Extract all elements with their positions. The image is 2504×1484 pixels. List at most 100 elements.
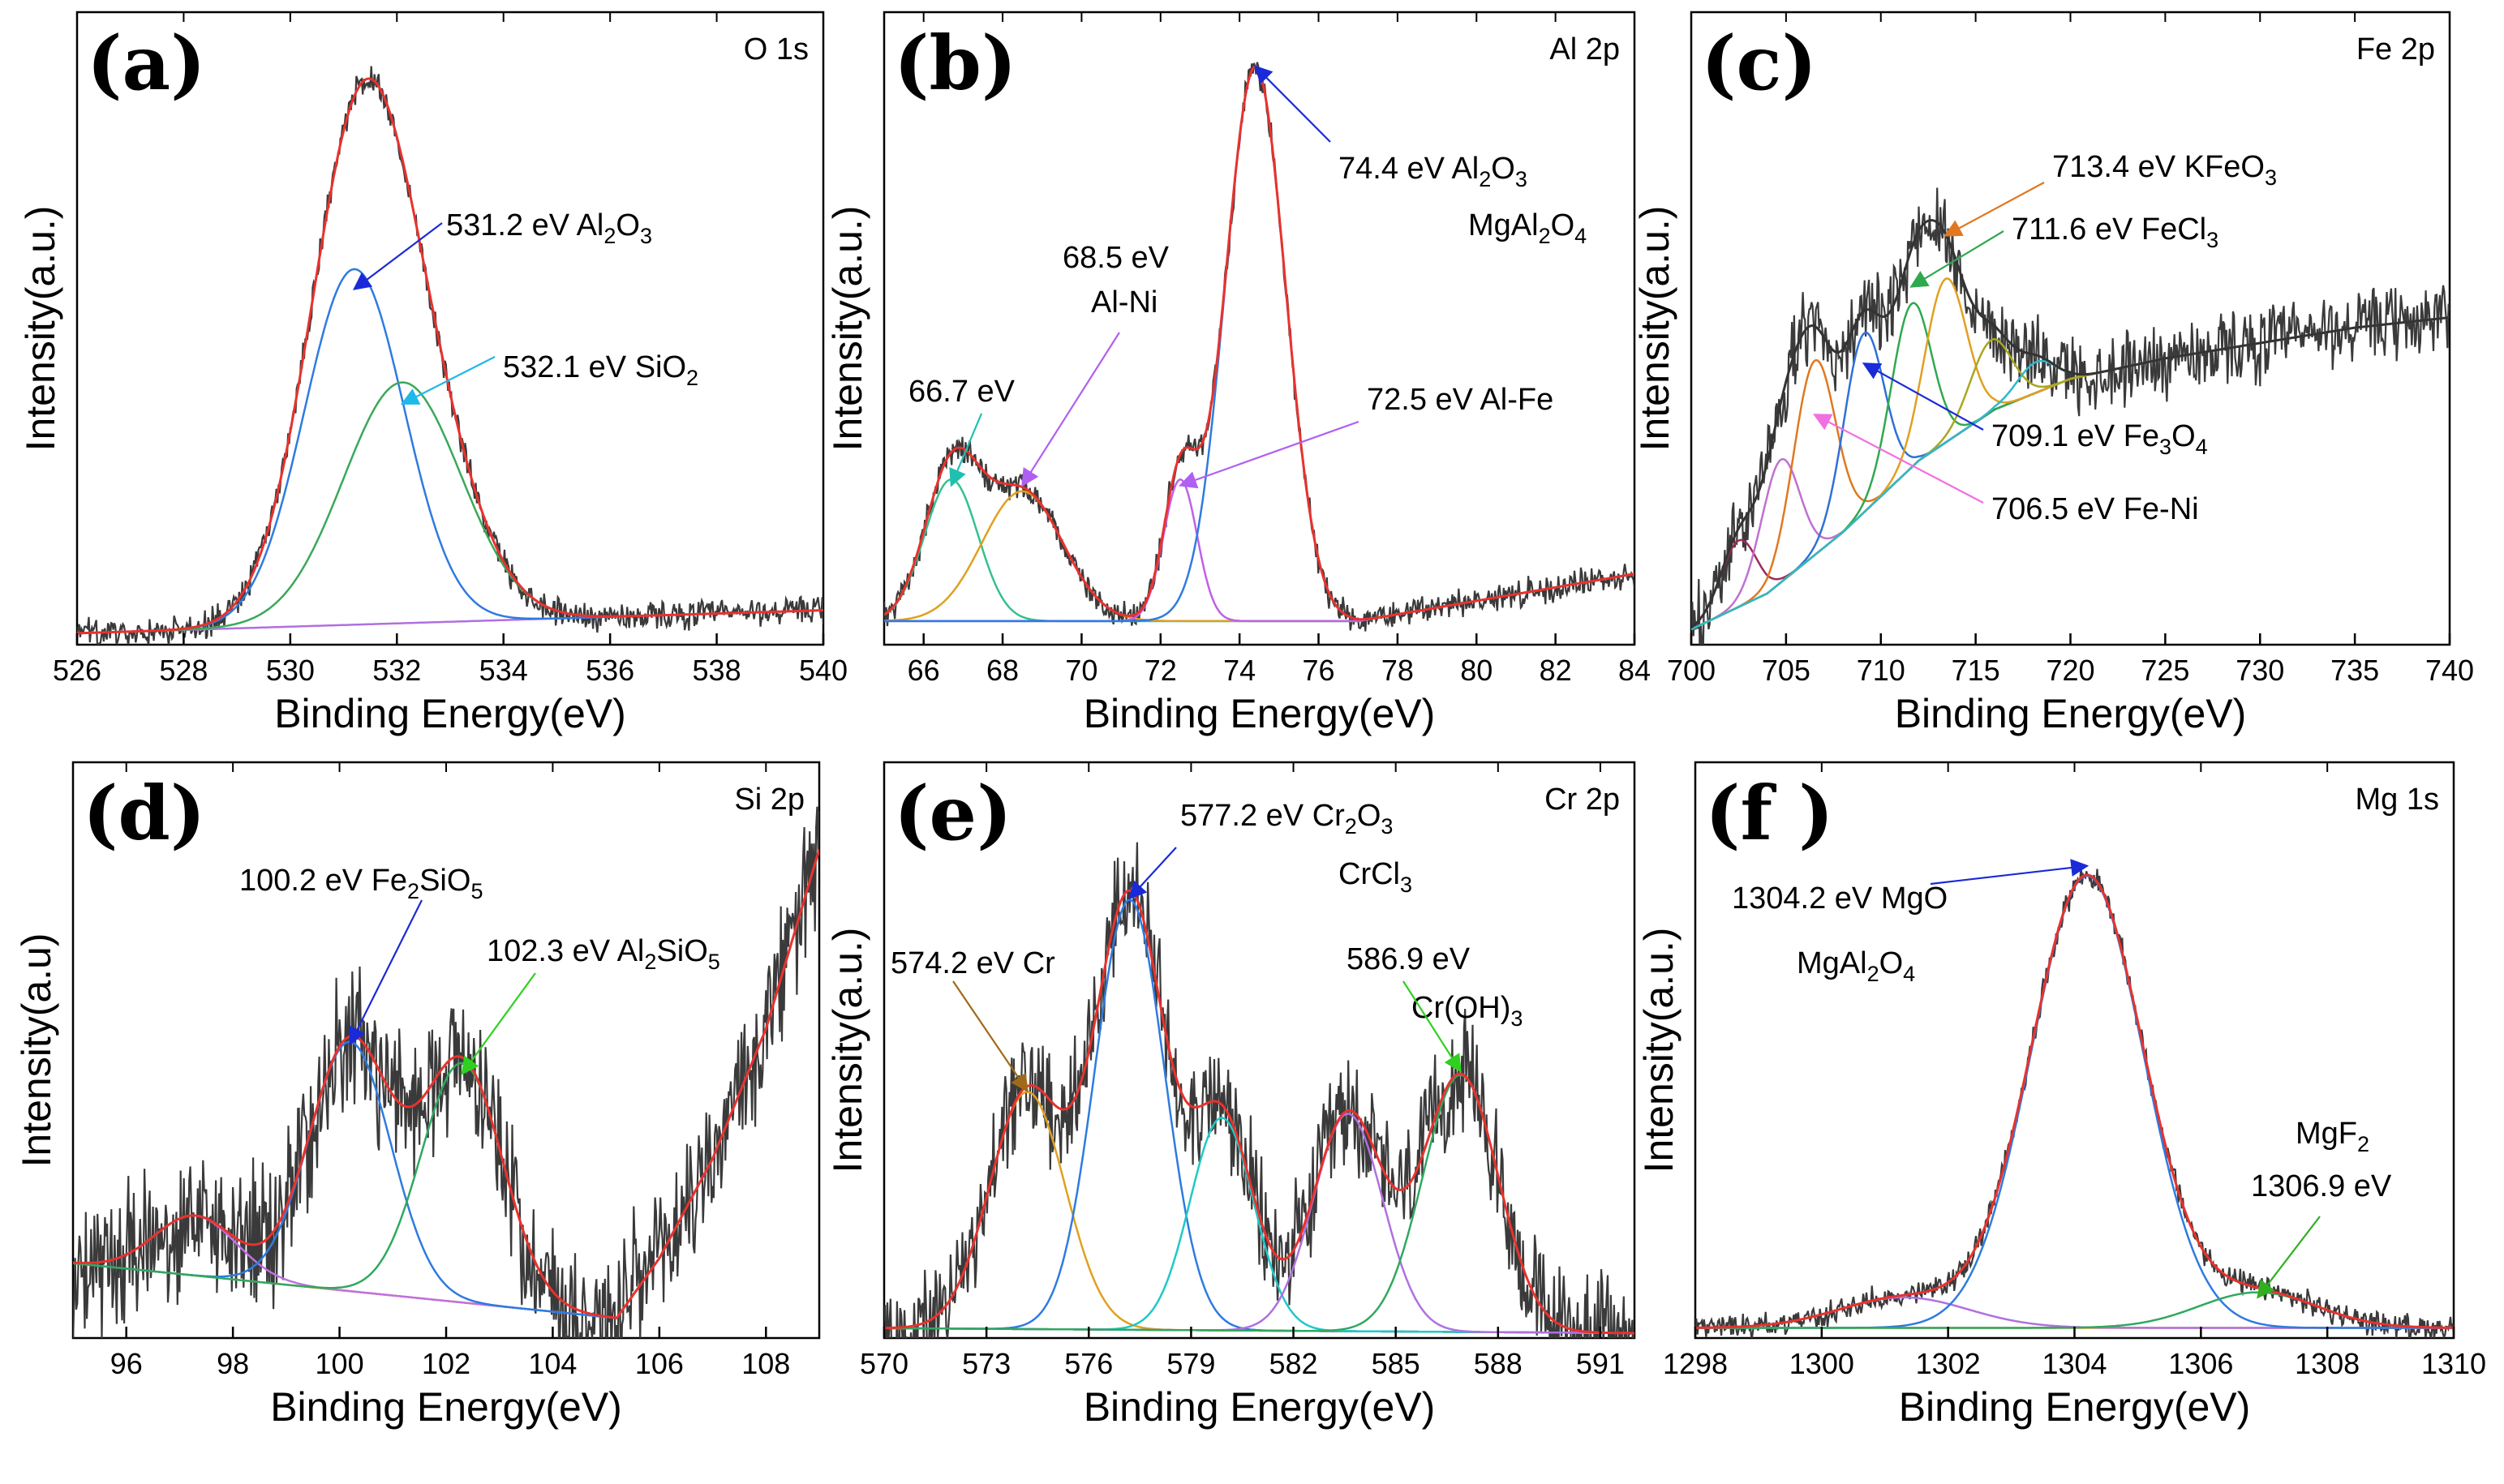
annotation-arrow [349, 899, 423, 1046]
annotation-label: 72.5 eV Al-Fe [1367, 383, 1553, 417]
core-level-label: Cr 2p [1544, 783, 1620, 817]
text-part: CrCl [1338, 857, 1400, 891]
text-part: O [2171, 419, 2196, 453]
x-tick-label: 104 [528, 1347, 577, 1380]
plot-area [884, 842, 1634, 1338]
x-tick-label: 570 [860, 1347, 908, 1380]
plot-area [73, 806, 819, 1338]
subscript: 2 [2357, 1132, 2369, 1156]
annotation-label: 1304.2 eV MgO [1732, 881, 1948, 916]
annotation-arrow [352, 222, 443, 290]
x-tick-label: 700 [1667, 654, 1716, 687]
annotation-label: 711.6 eV FeCl3 [2012, 212, 2218, 252]
x-tick-label: 1308 [2295, 1347, 2360, 1380]
background-line [884, 573, 1634, 623]
x-tick-label: 1302 [1916, 1347, 1981, 1380]
annotation-arrow [1930, 859, 2090, 886]
annotation-label: MgAl2O4 [1468, 208, 1587, 248]
text-part: 709.1 eV Fe [1991, 419, 2159, 453]
subscript: 2 [644, 950, 656, 974]
annotation-label: 713.4 eV KFeO3 [2052, 150, 2277, 190]
component-peak-line [1691, 316, 2450, 631]
envelope-fit-line [884, 889, 1634, 1335]
text-part: 713.4 eV KFeO [2052, 150, 2265, 184]
subscript: 3 [640, 224, 652, 248]
x-axis-label: Binding Energy(eV) [1895, 691, 2247, 736]
y-axis-label: Intensity(a.u) [14, 933, 59, 1167]
annotation-arrow [952, 980, 1029, 1093]
envelope-fit-line [884, 65, 1634, 621]
panel-letter: (b) [894, 19, 1016, 107]
panel-b: 66 68 70 72 74 76 78 80 82 84 Binding Energy(eV) In… [825, 11, 1651, 736]
x-tick-label: 70 [1065, 654, 1097, 687]
text-part: SiO [656, 934, 707, 968]
subscript: 2 [1345, 814, 1357, 839]
annotation-label: 102.3 eV Al2SiO5 [487, 934, 720, 974]
x-tick-label: 725 [2141, 654, 2189, 687]
x-tick-label: 710 [1857, 654, 1905, 687]
x-tick-label: 526 [53, 654, 101, 687]
y-axis-label: Intensity(a.u.) [1636, 928, 1682, 1173]
x-tick-label: 1304 [2042, 1347, 2107, 1380]
x-tick-label: 730 [2236, 654, 2284, 687]
annotation-label: Al-Ni [1091, 285, 1158, 320]
subscript: 3 [1400, 873, 1412, 897]
text-part: 531.2 eV Al [446, 208, 603, 242]
annotation-label: 100.2 eV Fe2SiO5 [239, 864, 483, 903]
annotation-label: CrCl3 [1338, 857, 1412, 897]
x-tick-label: 82 [1540, 654, 1572, 687]
x-tick-label: 1310 [2421, 1347, 2486, 1380]
annotation-arrow [1862, 362, 1984, 431]
component-peak-line [1691, 316, 2450, 631]
panel-letter: (c) [1701, 19, 1817, 107]
text-part: 100.2 eV Fe [239, 864, 407, 898]
x-tick-label: 68 [986, 654, 1019, 687]
raw-data-line [73, 806, 819, 1338]
panel-letter: (a) [87, 19, 206, 107]
annotation-arrow [1254, 65, 1331, 143]
component-peak-line [1691, 316, 2450, 628]
subscript: 4 [1574, 224, 1587, 248]
annotation-label: 574.2 eV Cr [891, 946, 1055, 980]
component-peak-line [884, 478, 1634, 623]
annotation-label: MgF2 [2296, 1117, 2369, 1156]
core-level-label: Fe 2p [2356, 32, 2435, 66]
subscript: 2 [1479, 167, 1491, 191]
x-tick-label: 576 [1064, 1347, 1113, 1380]
subscript: 4 [2196, 435, 2208, 459]
x-tick-label: 74 [1223, 654, 1256, 687]
subscript: 2 [686, 366, 698, 390]
raw-data-line [77, 66, 823, 645]
subscript: 4 [1903, 962, 1915, 986]
x-tick-label: 102 [422, 1347, 470, 1380]
text-part: MgF [2296, 1117, 2357, 1151]
subscript: 2 [1539, 224, 1551, 248]
panel-letter: (e) [894, 770, 1012, 857]
text-part: SiO [419, 864, 470, 898]
x-tick-label: 720 [2046, 654, 2094, 687]
envelope-fit-line [1695, 873, 2454, 1329]
x-tick-label: 98 [217, 1347, 249, 1380]
annotation-arrow [2257, 1216, 2321, 1299]
annotation-label: 74.4 eV Al2O3 [1338, 152, 1527, 191]
x-tick-label: 528 [159, 654, 208, 687]
text-part: 577.2 eV Cr [1180, 799, 1345, 833]
x-tick-label: 100 [316, 1347, 364, 1380]
y-axis-label: Intensity(a.u.) [18, 206, 63, 452]
x-tick-label: 66 [908, 654, 940, 687]
text-part: 102.3 eV Al [487, 934, 644, 968]
text-part: O [1879, 946, 1904, 980]
envelope-fit-line [77, 77, 823, 635]
annotation-arrow [1909, 230, 2004, 288]
annotation-arrow [1021, 332, 1120, 487]
annotation-label: 531.2 eV Al2O3 [446, 208, 652, 248]
subscript: 2 [603, 224, 616, 248]
x-tick-label: 538 [693, 654, 741, 687]
x-axis-label: Binding Energy(eV) [274, 691, 626, 736]
component-peak-line [884, 478, 1634, 623]
subscript: 3 [1510, 1006, 1523, 1031]
annotation-label: 68.5 eV [1063, 241, 1170, 275]
core-level-label: Mg 1s [2356, 783, 2439, 817]
annotation-label: 577.2 eV Cr2O3 [1180, 799, 1393, 839]
raw-data-line [1695, 866, 2454, 1338]
